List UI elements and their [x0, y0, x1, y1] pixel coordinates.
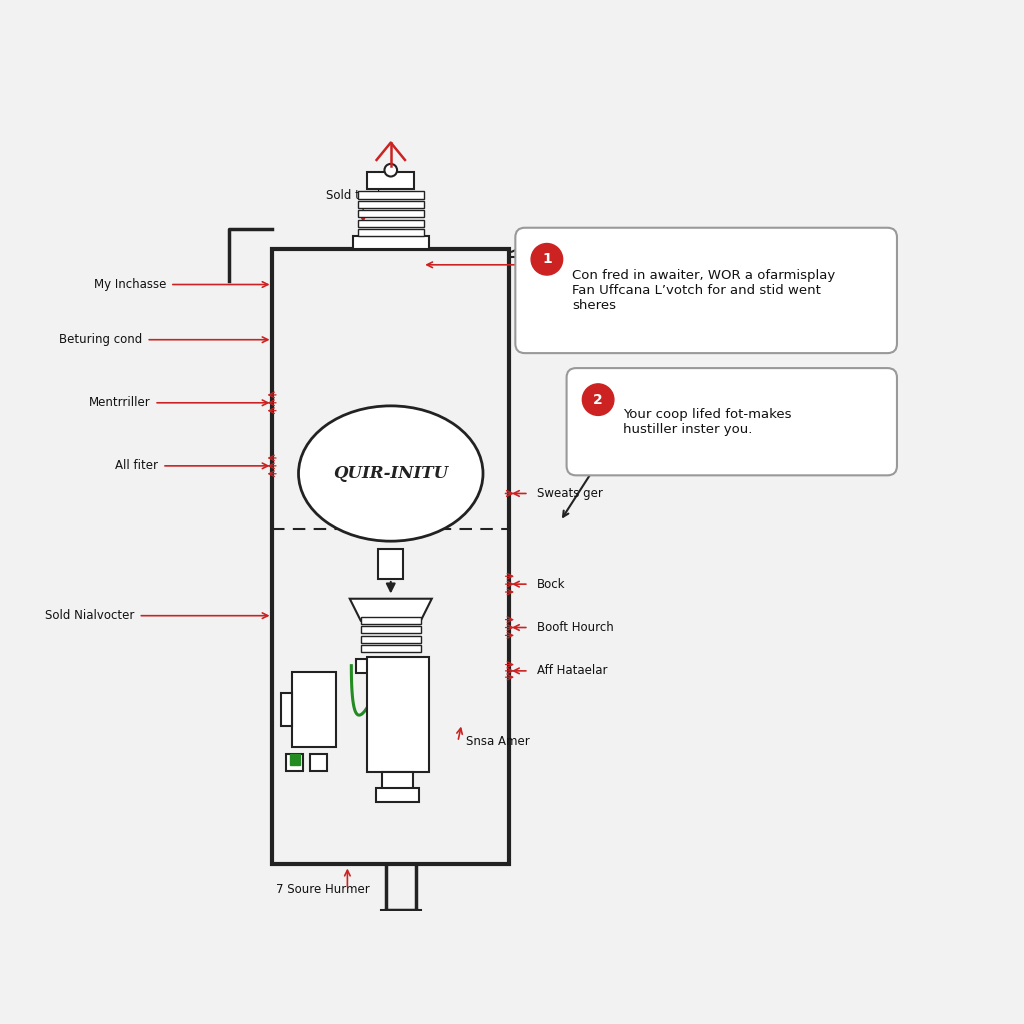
Bar	[381, 909, 421, 926]
Text: All fiter: All fiter	[115, 460, 158, 472]
Bar	[378, 549, 403, 579]
Text: Sweats ger: Sweats ger	[537, 487, 602, 500]
FancyBboxPatch shape	[566, 368, 897, 475]
Bar	[367, 172, 415, 189]
Bar	[309, 754, 327, 771]
Text: Mentrriller: Mentrriller	[88, 396, 151, 410]
Bar	[367, 657, 429, 772]
Text: Your coop lifed fot-makes
hustiller inster you.: Your coop lifed fot-makes hustiller inst…	[624, 408, 792, 436]
Text: Sold to skow: Sold to skow	[326, 188, 400, 202]
Bar	[357, 191, 424, 199]
Circle shape	[531, 244, 562, 275]
Text: Sold Nialvocter: Sold Nialvocter	[45, 609, 134, 623]
Bar	[357, 229, 424, 237]
Text: Booft Hourch: Booft Hourch	[537, 621, 613, 634]
Bar	[357, 220, 424, 227]
Text: Snsa Amer: Snsa Amer	[466, 735, 529, 749]
Circle shape	[384, 164, 397, 176]
Bar	[286, 754, 303, 771]
Bar	[377, 787, 420, 802]
Bar	[353, 237, 429, 249]
Bar	[360, 616, 421, 624]
Text: 2: 2	[593, 392, 603, 407]
Text: My Inchasse: My Inchasse	[93, 279, 166, 291]
Bar	[272, 249, 509, 864]
Bar	[356, 658, 425, 673]
Text: QUIR-INITU: QUIR-INITU	[333, 465, 449, 482]
Text: Renorizetle: Renorizetle	[539, 258, 606, 271]
Text: 1: 1	[542, 252, 552, 266]
Text: Bock: Bock	[537, 578, 565, 591]
Bar	[360, 645, 421, 652]
Circle shape	[583, 384, 614, 416]
Text: Aff Hataelar: Aff Hataelar	[537, 665, 607, 677]
Bar	[360, 627, 421, 634]
Bar	[292, 673, 336, 748]
Ellipse shape	[299, 406, 483, 541]
Text: Con fred in awaiter, WOR a ofarmisplay
Fan Uffcana L’ᴠotch for and stid went
she: Con fred in awaiter, WOR a ofarmisplay F…	[572, 269, 836, 312]
Bar	[357, 210, 424, 217]
Bar	[282, 693, 292, 726]
Bar	[290, 755, 300, 765]
Text: 7 Soure Hurmer: 7 Soure Hurmer	[276, 883, 371, 896]
FancyBboxPatch shape	[515, 227, 897, 353]
Bar	[357, 201, 424, 208]
Bar	[360, 636, 421, 643]
Polygon shape	[350, 599, 432, 621]
Bar	[383, 772, 414, 790]
Text: Beturing cond: Beturing cond	[59, 333, 142, 346]
